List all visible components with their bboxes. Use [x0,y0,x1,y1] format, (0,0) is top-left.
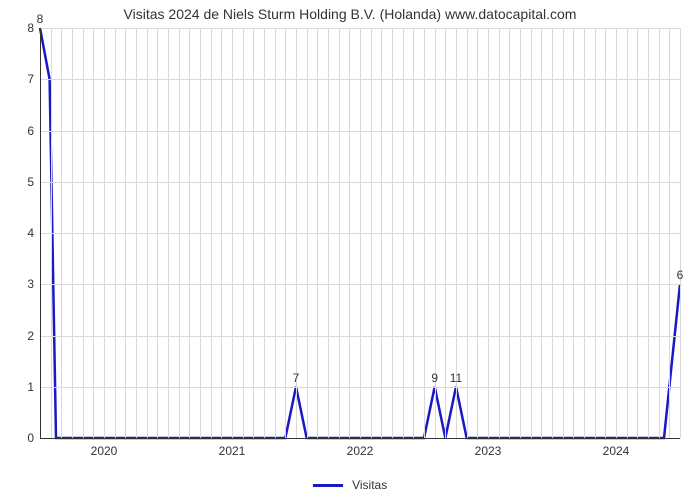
y-tick-label: 4 [14,226,34,240]
x-tick-label: 2020 [91,444,118,458]
grid-line-v [115,28,116,438]
grid-line-v [531,28,532,438]
x-tick-label: 2021 [219,444,246,458]
grid-line-v [307,28,308,438]
grid-line-v [477,28,478,438]
grid-line-v [136,28,137,438]
grid-line-v [680,28,681,438]
grid-line-v [61,28,62,438]
grid-line-v [669,28,670,438]
grid-line-v [584,28,585,438]
grid-line-v [595,28,596,438]
grid-line-v [51,28,52,438]
grid-line-v [275,28,276,438]
grid-line-v [157,28,158,438]
grid-line-v [232,28,233,438]
grid-line-v [189,28,190,438]
y-tick-label: 5 [14,175,34,189]
y-tick-label: 2 [14,329,34,343]
value-label: 11 [450,371,462,385]
grid-line-v [285,28,286,438]
chart-container: Visitas 2024 de Niels Sturm Holding B.V.… [0,0,700,500]
value-label: 9 [431,371,438,385]
grid-line-v [605,28,606,438]
grid-line-v [360,28,361,438]
grid-line-v [509,28,510,438]
y-tick-label: 7 [14,72,34,86]
grid-line-v [616,28,617,438]
grid-line-v [552,28,553,438]
grid-line-v [211,28,212,438]
grid-line-v [563,28,564,438]
y-tick-label: 0 [14,431,34,445]
grid-line-v [659,28,660,438]
grid-line-v [221,28,222,438]
grid-line-v [424,28,425,438]
grid-line-v [328,28,329,438]
grid-line-v [125,28,126,438]
chart-title: Visitas 2024 de Niels Sturm Holding B.V.… [0,6,700,22]
grid-line-v [349,28,350,438]
grid-line-v [243,28,244,438]
grid-line-v [371,28,372,438]
grid-line-v [520,28,521,438]
grid-line-v [573,28,574,438]
grid-line-v [83,28,84,438]
grid-line-v [93,28,94,438]
grid-line-v [200,28,201,438]
x-tick-label: 2023 [475,444,502,458]
grid-line-v [72,28,73,438]
y-tick-label: 3 [14,277,34,291]
grid-line-v [467,28,468,438]
grid-line-v [317,28,318,438]
value-label: 8 [37,12,44,26]
legend-label: Visitas [352,478,387,492]
y-tick-label: 6 [14,124,34,138]
grid-line-v [648,28,649,438]
grid-line-v [392,28,393,438]
grid-line-v [381,28,382,438]
grid-line-v [168,28,169,438]
grid-line-v [413,28,414,438]
value-label: 6 [677,268,684,282]
y-axis-line [40,28,41,438]
x-tick-label: 2022 [347,444,374,458]
legend-swatch [313,484,343,487]
x-tick-label: 2024 [603,444,630,458]
grid-line-v [264,28,265,438]
grid-line-v [403,28,404,438]
value-label: 7 [293,371,300,385]
grid-line-v [541,28,542,438]
grid-line-v [147,28,148,438]
legend: Visitas [0,478,700,492]
grid-line-v [499,28,500,438]
grid-line-v [488,28,489,438]
grid-line-v [627,28,628,438]
y-tick-label: 8 [14,21,34,35]
y-tick-label: 1 [14,380,34,394]
grid-line-v [104,28,105,438]
grid-line-v [339,28,340,438]
grid-line-v [445,28,446,438]
plot-area: 879116 [40,28,680,438]
grid-line-v [253,28,254,438]
x-axis-line [40,438,680,439]
grid-line-v [179,28,180,438]
grid-line-v [637,28,638,438]
